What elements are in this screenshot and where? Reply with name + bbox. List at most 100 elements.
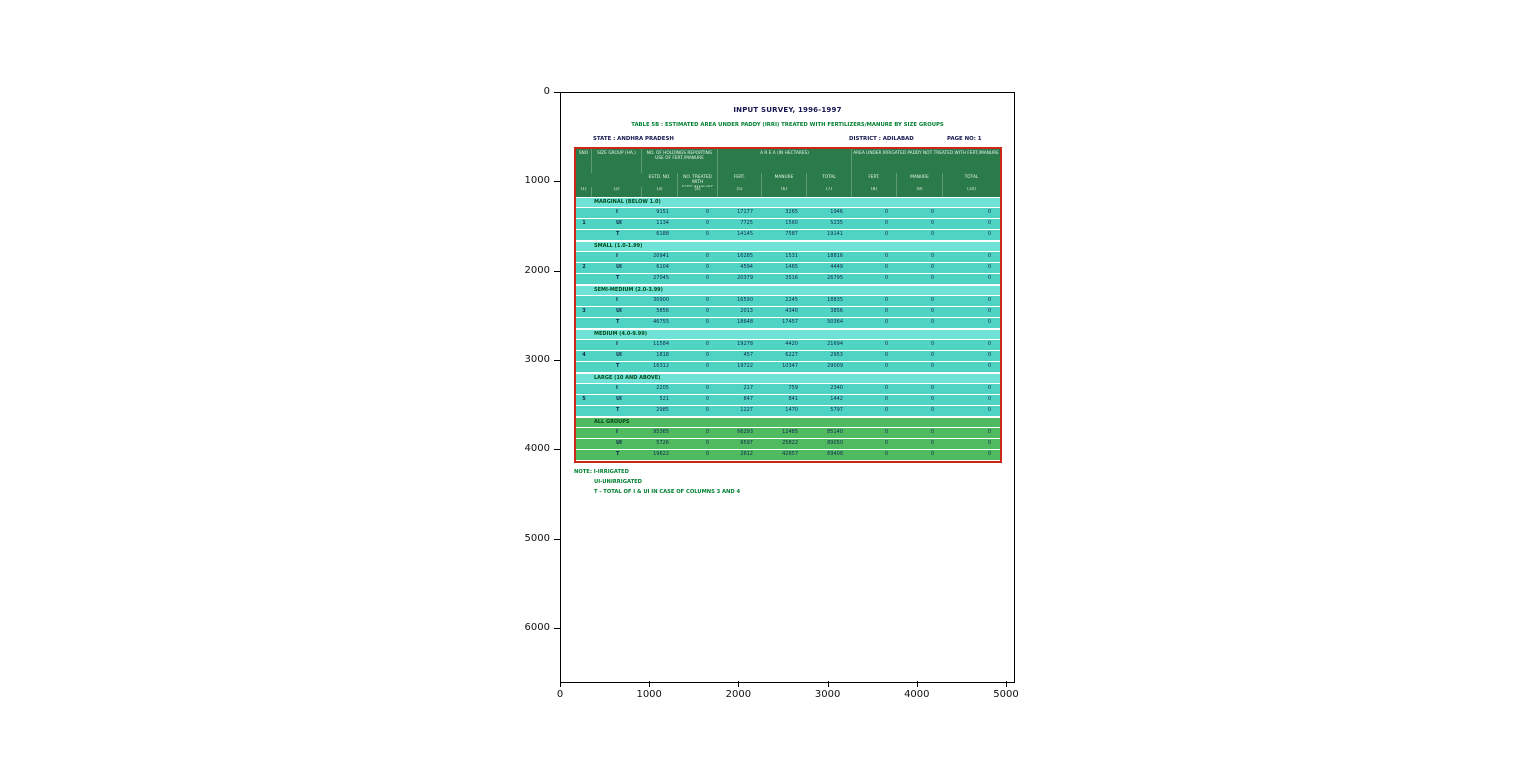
value-cell: 0 [705,385,709,391]
value-cell: 0 [705,308,709,314]
group-header-row: SEMI-MEDIUM (2.0-3.99) [576,285,1000,296]
row-type-label: I [616,253,618,259]
doc-title: INPUT SURVEY, 1996-1997 [733,106,842,114]
value-cell: 2953 [830,352,843,358]
value-cell: 0 [987,396,991,402]
value-cell: 0 [930,275,934,281]
x-tick-mark [1006,681,1007,687]
subheader-manure-2: MANURE [897,173,943,187]
sno-cell [576,384,592,394]
value-cell: 0 [930,220,934,226]
value-cell: 69408 [827,451,843,457]
value-cell: 1442 [830,396,843,402]
table-row: 5 UI 521 0 847 841 1442 0 0 0 [576,395,1000,406]
value-cell: 0 [987,352,991,358]
row-type-label: I [616,297,618,303]
value-cell: 29009 [827,363,843,369]
value-cell: 50364 [827,319,843,325]
value-cell: 5235 [830,220,843,226]
value-cell: 0 [884,253,888,259]
value-cell: 4449 [830,264,843,270]
value-cell: 5856 [656,308,669,314]
subheader-manure-1: MANURE [762,173,807,187]
value-cell: 0 [705,220,709,226]
table-header-colnum-row: (1) (2) (3) (4) (5) (6) (7) (8) (9) (10) [576,187,1000,197]
value-cell: 0 [930,264,934,270]
header-col-number: (9) [897,187,943,197]
value-cell: 0 [930,308,934,314]
row-type-label: UI [616,396,622,402]
value-cell: 841 [788,396,798,402]
subheader-treated: NO. TREATED WITH FERT./MANURE [678,173,718,187]
value-cell: 0 [930,363,934,369]
state-label: STATE : ANDHRA PRADESH [593,136,674,142]
y-tick-label: 0 [543,86,550,97]
value-cell: 0 [987,308,991,314]
table-header: SNO SIZE GROUP (HA.) NO. OF HOLDINGS REP… [576,149,1000,197]
value-cell: 6188 [656,231,669,237]
value-cell: 0 [930,451,934,457]
value-cell: 0 [884,363,888,369]
value-cell: 0 [705,429,709,435]
row-type-label: I [616,429,618,435]
group-header-row: LARGE (10 AND ABOVE) [576,373,1000,384]
value-cell: 89050 [827,440,843,446]
value-cell: 19278 [737,341,753,347]
y-tick-mark [554,538,560,540]
table-row: I 11584 0 19278 4420 21694 0 0 0 [576,340,1000,351]
header-size-group: SIZE GROUP (HA.) [592,149,642,173]
value-cell: 1946 [830,209,843,215]
value-cell: 0 [987,297,991,303]
value-cell: 1531 [785,253,798,259]
value-cell: 0 [884,319,888,325]
sno-cell [576,330,592,339]
value-cell: 0 [930,429,934,435]
table-notes: NOTE: I-IRRIGATED UI-UNIRRIGATED T - TOTAL… [574,467,740,497]
value-cell: 0 [930,297,934,303]
sno-cell [576,274,592,284]
value-cell: 1470 [785,407,798,413]
value-cell: 30900 [653,297,669,303]
value-cell: 1465 [785,264,798,270]
sno-cell [576,208,592,218]
value-cell: 0 [705,440,709,446]
header-col-number: (5) [718,187,762,197]
sno-cell [576,296,592,306]
note-line: T - TOTAL OF I & UI IN CASE OF COLUMNS 3… [594,489,741,495]
sno-cell [576,418,592,427]
value-cell: 17177 [737,209,753,215]
x-tick-label: 0 [556,689,564,700]
value-cell: 85140 [827,429,843,435]
table-row: T 6188 0 14145 7587 19141 0 0 0 [576,230,1000,241]
data-table: SNO SIZE GROUP (HA.) NO. OF HOLDINGS REP… [574,147,1002,463]
table-row: 1 UI 1134 0 7725 1560 5235 0 0 0 [576,219,1000,230]
value-cell: 1818 [656,352,669,358]
y-tick-mark [554,627,560,629]
header-col-number: (1) [576,187,592,197]
row-type-label: I [616,385,618,391]
sno-cell: 5 [582,396,586,402]
value-cell: 2340 [830,385,843,391]
x-tick-label: 2000 [725,689,752,700]
size-group-label: SEMI-MEDIUM (2.0-3.99) [594,287,663,293]
value-cell: 2612 [740,451,753,457]
table-row: I 30900 0 16590 2245 18835 0 0 0 [576,296,1000,307]
value-cell: 17457 [782,319,798,325]
row-type-label: T [616,407,620,413]
plot-axes: INPUT SURVEY, 1996-1997 TABLE 5B : ESTIM… [560,92,1015,683]
x-tick-label: 4000 [904,689,930,700]
value-cell: 847 [743,396,753,402]
sno-cell: 3 [582,308,586,314]
row-type-label: T [616,231,620,237]
value-cell: 16285 [737,253,753,259]
sno-cell [576,198,592,207]
value-cell: 0 [987,385,991,391]
x-tick-mark [827,681,829,687]
table-row: T 27045 0 20379 3516 26795 0 0 0 [576,274,1000,285]
row-type-label: T [616,275,620,281]
value-cell: 0 [930,209,934,215]
doc-subtitle: TABLE 5B : ESTIMATED AREA UNDER PADDY (I… [631,122,944,128]
value-cell: 18648 [737,319,753,325]
value-cell: 0 [884,264,888,270]
